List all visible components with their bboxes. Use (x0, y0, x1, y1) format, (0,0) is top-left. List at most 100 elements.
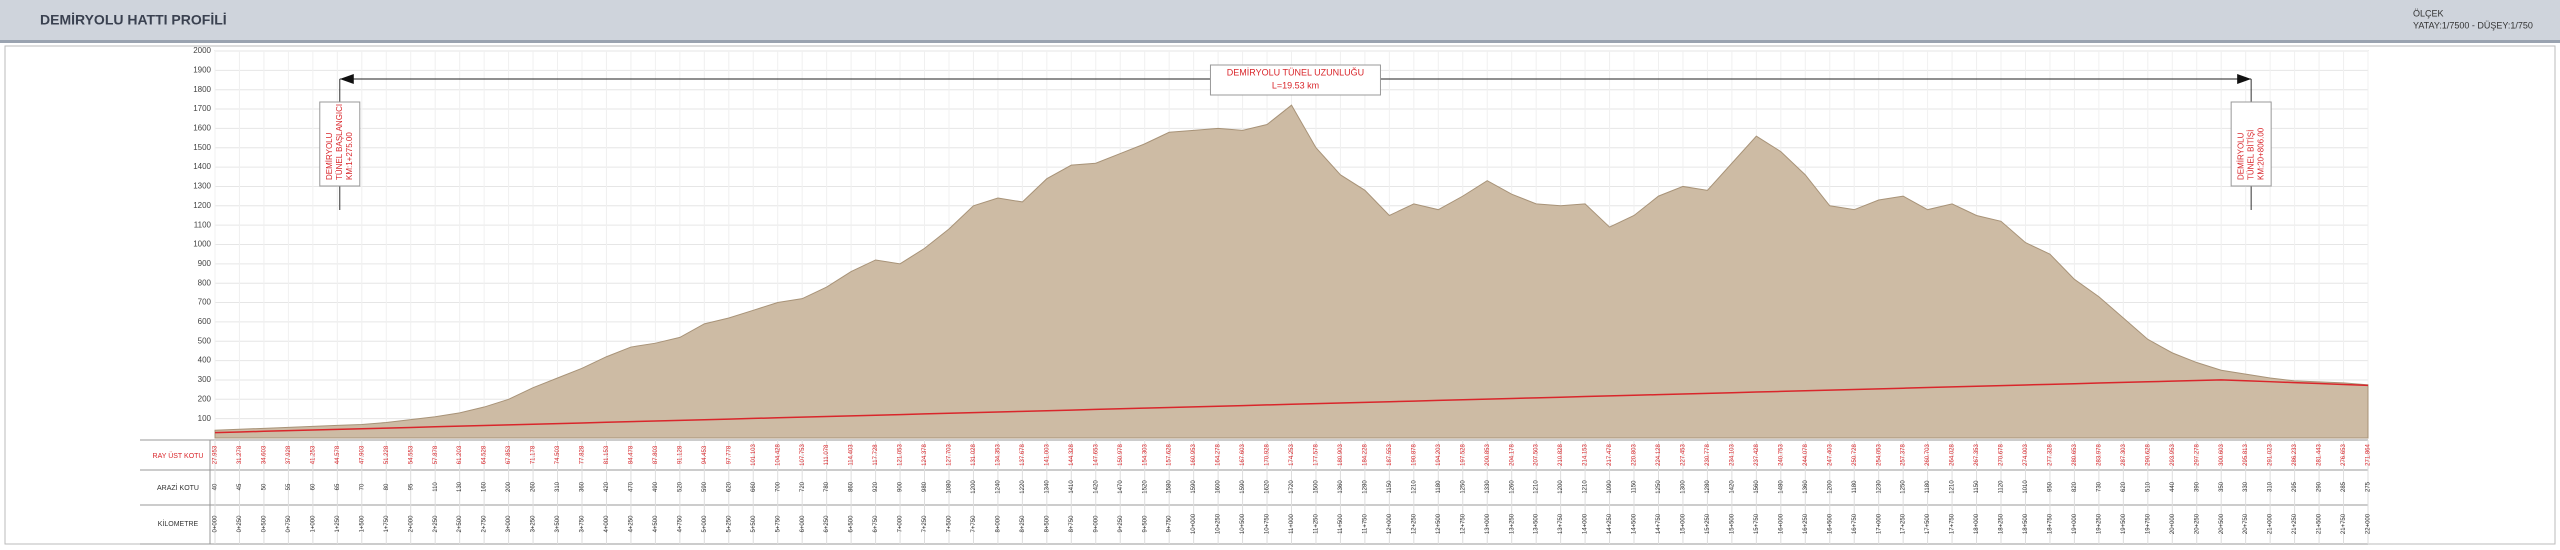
terrain-value: 1420 (1093, 480, 1099, 494)
rail-value: 117.728 (873, 444, 879, 466)
y-tick-label: 1300 (193, 182, 211, 191)
km-label: 13+500 (1534, 513, 1540, 534)
terrain-value: 780 (824, 481, 830, 492)
terrain-value: 1620 (1265, 480, 1271, 494)
y-tick-label: 500 (198, 336, 212, 345)
terrain-value: 50 (262, 483, 268, 490)
rail-value: 34.603 (262, 445, 268, 464)
row-label: RAY ÜST KOTU (153, 452, 204, 460)
terrain-value: 820 (2072, 481, 2078, 492)
rail-value: 147.653 (1093, 444, 1099, 466)
rail-value: 204.178 (1509, 444, 1515, 466)
y-tick-label: 1200 (193, 201, 211, 210)
rail-value: 230.778 (1705, 444, 1711, 466)
km-label: 10+250 (1216, 513, 1222, 534)
terrain-value: 1250 (1460, 480, 1466, 494)
rail-value: 180.903 (1338, 444, 1344, 466)
terrain-value: 1200 (1558, 480, 1564, 494)
terrain-value: 310 (2268, 481, 2274, 492)
terrain-value: 1230 (1876, 480, 1882, 494)
terrain-value: 1560 (1754, 480, 1760, 494)
rail-value: 240.753 (1778, 444, 1784, 466)
terrain-value: 860 (849, 481, 855, 492)
km-label: 17+250 (1901, 513, 1907, 534)
rail-value: 234.103 (1729, 444, 1735, 466)
km-label: 16+000 (1778, 513, 1784, 534)
rail-value: 31.278 (237, 445, 243, 464)
rail-value: 81.153 (604, 445, 610, 464)
terrain-value: 350 (2219, 481, 2225, 492)
rail-value: 54.553 (408, 445, 414, 464)
terrain-value: 95 (408, 483, 414, 490)
rail-value: 150.978 (1118, 444, 1124, 466)
km-label: 17+750 (1950, 513, 1956, 534)
terrain-value: 1360 (1338, 480, 1344, 494)
km-label: 5+250 (726, 515, 732, 533)
rail-value: 84.478 (628, 445, 634, 464)
km-label: 9+750 (1167, 515, 1173, 533)
km-label: 10+750 (1265, 513, 1271, 534)
terrain-value: 440 (2170, 481, 2176, 492)
terrain-value: 700 (775, 481, 781, 492)
rail-value: 277.328 (2048, 444, 2054, 466)
km-label: 12+250 (1411, 513, 1417, 534)
km-label: 3+500 (555, 515, 561, 533)
terrain-value: 1580 (1167, 480, 1173, 494)
rail-value: 184.228 (1362, 444, 1368, 466)
terrain-value: 1250 (1901, 480, 1907, 494)
terrain-value: 1590 (1191, 480, 1197, 494)
terrain-value: 920 (873, 481, 879, 492)
annotation-box (2230, 101, 2272, 187)
y-tick-label: 1400 (193, 162, 211, 171)
y-tick-label: 1900 (193, 65, 211, 74)
terrain-value: 1210 (1583, 480, 1589, 494)
km-label: 13+250 (1509, 513, 1515, 534)
rail-value: 264.028 (1950, 444, 1956, 466)
rail-value: 237.428 (1754, 444, 1760, 466)
terrain-value: 295 (2292, 481, 2298, 492)
rail-value: 61.203 (457, 445, 463, 464)
km-label: 4+250 (628, 515, 634, 533)
terrain-value: 1600 (1216, 480, 1222, 494)
rail-value: 131.028 (971, 444, 977, 466)
km-label: 4+750 (677, 515, 683, 533)
terrain-value: 1150 (1632, 480, 1638, 494)
rail-value: 160.953 (1191, 444, 1197, 466)
rail-value: 197.528 (1460, 444, 1466, 466)
km-label: 20+500 (2219, 513, 2225, 534)
rail-value: 270.678 (1999, 444, 2005, 466)
km-label: 22+000 (2366, 513, 2372, 534)
km-label: 6+750 (873, 515, 879, 533)
km-label: 21+250 (2292, 513, 2298, 534)
annotation-label: KM:1+275.00 (345, 132, 354, 180)
km-label: 20+250 (2194, 513, 2200, 534)
terrain-value: 720 (800, 481, 806, 492)
rail-value: 87.803 (653, 445, 659, 464)
km-label: 9+000 (1093, 515, 1099, 533)
terrain-value: 620 (726, 481, 732, 492)
terrain-value: 1360 (1803, 480, 1809, 494)
rail-value: 250.728 (1852, 444, 1858, 466)
km-label: 18+000 (1974, 513, 1980, 534)
terrain-value: 490 (653, 481, 659, 492)
terrain-value: 1210 (1411, 480, 1417, 494)
rail-value: 267.353 (1974, 444, 1980, 466)
rail-value: 97.778 (726, 445, 732, 464)
rail-value: 144.328 (1069, 444, 1075, 466)
tunnel-label: L=19.53 km (1272, 80, 1319, 90)
rail-value: 244.078 (1803, 444, 1809, 466)
km-label: 18+500 (2023, 513, 2029, 534)
terrain-value: 950 (2048, 481, 2054, 492)
km-label: 1+500 (359, 515, 365, 533)
terrain-value: 1120 (1999, 480, 2005, 494)
km-label: 0+000 (213, 515, 219, 533)
rail-value: 101.103 (751, 444, 757, 466)
terrain-value: 590 (702, 481, 708, 492)
rail-value: 190.878 (1411, 444, 1417, 466)
y-tick-label: 900 (198, 259, 212, 268)
terrain-value: 1300 (1681, 480, 1687, 494)
y-tick-label: 100 (198, 414, 212, 423)
km-label: 18+250 (1999, 513, 2005, 534)
km-label: 12+500 (1436, 513, 1442, 534)
